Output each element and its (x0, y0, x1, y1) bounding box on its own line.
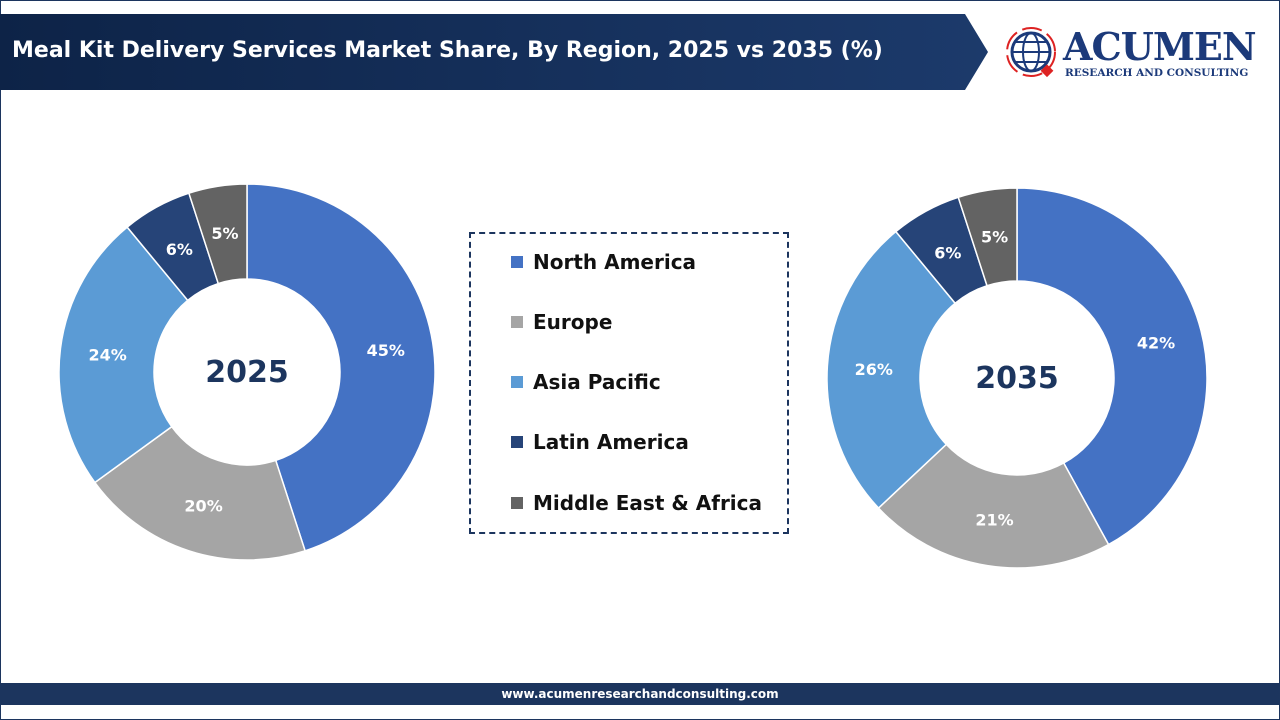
legend-swatch (511, 497, 523, 509)
globe-icon (1006, 27, 1056, 78)
footer-url: www.acumenresearchandconsulting.com (0, 683, 1280, 705)
slice-north-america (246, 183, 436, 552)
legend-label: Europe (533, 310, 613, 334)
data-label: 45% (367, 341, 405, 360)
legend-item: Middle East & Africa (511, 491, 762, 515)
legend-label: North America (533, 250, 697, 274)
legend-swatch (511, 376, 523, 388)
legend-item: North America (511, 250, 696, 274)
data-label: 5% (211, 224, 238, 243)
donut-2025: 45% 20% 24% 6% 5% 2025 (58, 183, 436, 561)
legend-item: Latin America (511, 430, 689, 454)
data-label: 21% (975, 511, 1013, 530)
acumen-logo: ACUMEN RESEARCH AND CONSULTING (1005, 22, 1265, 82)
data-label: 5% (981, 227, 1008, 246)
slice-europe (877, 443, 1110, 569)
legend-item: Europe (511, 310, 612, 334)
data-label: 42% (1137, 333, 1175, 352)
legend-swatch (511, 316, 523, 328)
donut-2035: 42% 21% 26% 6% 5% 2035 (826, 187, 1208, 569)
center-label: 2025 (205, 355, 289, 390)
legend-swatch (511, 256, 523, 268)
slice-middle-east-africa (187, 183, 248, 285)
data-label: 24% (88, 345, 126, 364)
header-banner: Meal Kit Delivery Services Market Share,… (0, 14, 990, 90)
center-label: 2035 (975, 361, 1059, 396)
legend-item: Asia Pacific (511, 370, 661, 394)
data-label: 6% (166, 240, 193, 259)
slice-asia-pacific (58, 226, 189, 484)
legend: North America Europe Asia Pacific Latin … (469, 232, 789, 534)
slice-asia-pacific (826, 230, 957, 510)
legend-label: Middle East & Africa (533, 491, 763, 515)
slice-north-america (1016, 187, 1208, 546)
slice-europe (93, 425, 307, 561)
chart-title: Meal Kit Delivery Services Market Share,… (12, 38, 883, 63)
data-label: 26% (855, 360, 893, 379)
legend-label: Latin America (533, 430, 689, 454)
legend-label: Asia Pacific (533, 370, 661, 394)
data-label: 6% (934, 243, 961, 262)
legend-swatch (511, 436, 523, 448)
data-label: 20% (184, 497, 222, 516)
slice-middle-east-africa (957, 187, 1018, 287)
